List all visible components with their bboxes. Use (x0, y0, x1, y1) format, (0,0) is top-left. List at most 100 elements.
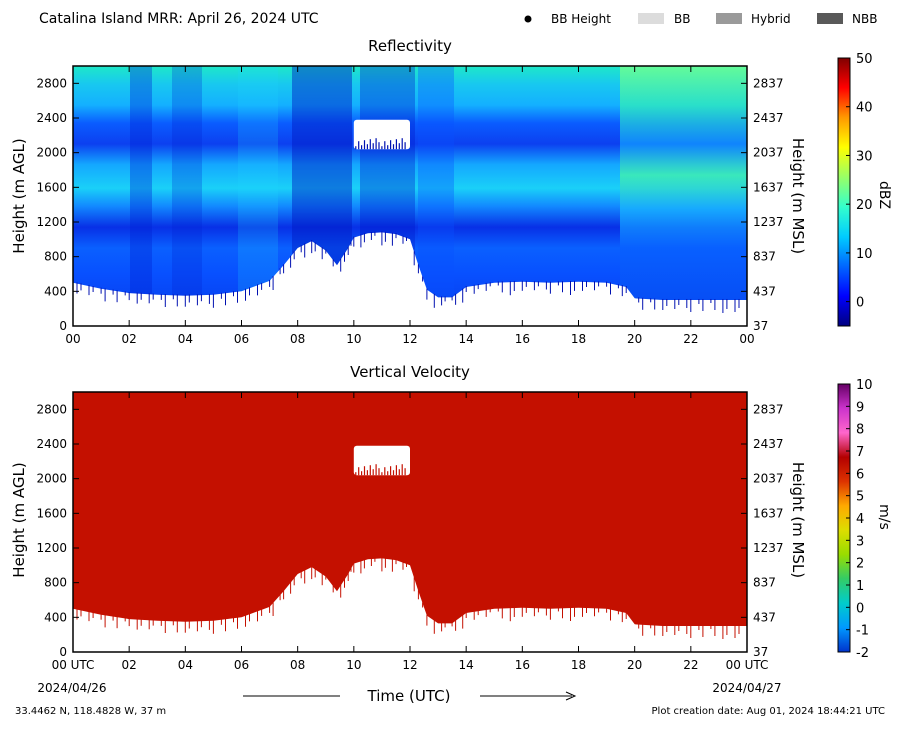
y-tick-label: 0 (59, 645, 67, 659)
velocity-colorbar-label: m/s (876, 504, 892, 530)
x-tick-label: 22 (683, 332, 698, 346)
y-tick-label-right: 437 (753, 284, 776, 298)
velocity-y-axis-right: 37 437 837 1237 1637 2037 2437 2837 (741, 402, 784, 659)
plot-creation-date: Plot creation date: Aug 01, 2024 18:44:2… (652, 706, 885, 717)
y-tick-label: 2400 (36, 111, 67, 125)
y-tick-label-right: 1237 (753, 215, 784, 229)
x-tick-label: 12 (402, 658, 417, 672)
colorbar-tick-label: 1 (856, 579, 864, 594)
bb-height-marker (524, 15, 532, 23)
x-tick-label: 06 (234, 332, 249, 346)
legend-nbb: NBB (852, 12, 877, 26)
velocity-colorbar-ticks: -2 -1 0 1 2 3 4 5 6 7 8 9 10 (846, 378, 873, 661)
colorbar-tick-label: -1 (856, 624, 869, 639)
x-tick-label: 00 (65, 332, 80, 346)
hybrid-swatch (716, 13, 742, 24)
x-tick-label: 10 (346, 658, 361, 672)
no-echo-region (73, 558, 747, 652)
reflectivity-colorbar-label: dBZ (876, 181, 892, 209)
y-tick-label-right: 1637 (753, 180, 784, 194)
y-tick-label-right: 837 (753, 250, 776, 264)
y-tick-label-right: 2037 (753, 472, 784, 486)
x-tick-label: 08 (290, 332, 305, 346)
y-tick-label: 2800 (36, 76, 67, 90)
y-tick-label-right: 2837 (753, 76, 784, 90)
reflectivity-y-axis-right: 37 437 837 1237 1637 2037 2437 2837 (741, 76, 784, 333)
x-tick-label: 00 UTC (52, 658, 95, 672)
no-echo-region (73, 232, 747, 326)
colorbar-tick-label: 10 (856, 247, 873, 262)
y-tick-label-right: 1637 (753, 506, 784, 520)
colorbar-tick-label: 40 (856, 101, 873, 116)
colorbar-tick-label: 10 (856, 378, 873, 393)
arrow-head-icon (565, 691, 577, 701)
reflectivity-band (130, 66, 152, 326)
colorbar-tick-label: 6 (856, 467, 864, 482)
colorbar-tick-label: 30 (856, 149, 873, 164)
y-tick-label-right: 2837 (753, 402, 784, 416)
y-tick-label-right: 2037 (753, 146, 784, 160)
bb-swatch (638, 13, 664, 24)
velocity-title: Vertical Velocity (350, 363, 470, 381)
y-tick-label-right: 1237 (753, 541, 784, 555)
reflectivity-colorbar (837, 57, 851, 327)
velocity-clear-air (73, 445, 747, 652)
y-tick-label-right: 2437 (753, 437, 784, 451)
x-tick-label: 20 (627, 658, 642, 672)
y-tick-label-right: 2437 (753, 111, 784, 125)
velocity-ylabel-right: Height (m MSL) (789, 462, 807, 578)
y-tick-label: 800 (44, 576, 67, 590)
reflectivity-y-axis: 0 400 800 1200 1600 2000 2400 2800 (36, 76, 79, 333)
reflectivity-title: Reflectivity (368, 37, 452, 55)
x-tick-label: 04 (178, 332, 193, 346)
y-tick-label: 2400 (36, 437, 67, 451)
echo-gap (353, 119, 410, 150)
reflectivity-ylabel: Height (m AGL) (10, 138, 28, 253)
colorbar-tick-label: 8 (856, 423, 864, 438)
legend-hybrid: Hybrid (751, 12, 791, 26)
reflectivity-x-axis: 00 02 04 06 08 10 12 14 16 18 20 22 00 (65, 66, 755, 346)
y-tick-label-right: 437 (753, 610, 776, 624)
end-date: 2024/04/27 (712, 681, 781, 695)
colorbar-tick-label: -2 (856, 646, 869, 661)
x-tick-label: 08 (290, 658, 305, 672)
y-tick-label-right: 37 (753, 319, 768, 333)
velocity-panel: Vertical Velocity 0400800120016002000240… (10, 363, 892, 672)
figure-legend: BB Height BB Hybrid NBB (524, 12, 877, 26)
reflectivity-late-field (620, 66, 747, 326)
colorbar-tick-label: 5 (856, 490, 864, 505)
legend-bb: BB (674, 12, 690, 26)
legend-bb-height: BB Height (551, 12, 611, 26)
colorbar-tick-label: 3 (856, 534, 864, 549)
y-tick-label: 2000 (36, 146, 67, 160)
x-tick-label: 14 (459, 332, 474, 346)
x-tick-label: 04 (178, 658, 193, 672)
y-tick-label: 2000 (36, 472, 67, 486)
x-tick-label: 02 (122, 332, 137, 346)
y-tick-label: 800 (44, 250, 67, 264)
colorbar-tick-label: 9 (856, 400, 864, 415)
echo-gap (353, 445, 410, 476)
y-tick-label: 1200 (36, 215, 67, 229)
x-tick-label: 18 (571, 658, 586, 672)
x-tick-label: 14 (459, 658, 474, 672)
colorbar-tick-label: 2 (856, 557, 864, 572)
x-tick-label: 06 (234, 658, 249, 672)
velocity-ylabel: Height (m AGL) (10, 462, 28, 577)
station-coordinates: 33.4462 N, 118.4828 W, 37 m (15, 706, 166, 717)
time-axis-label: Time (UTC) (367, 687, 451, 705)
reflectivity-ylabel-right: Height (m MSL) (789, 138, 807, 254)
y-tick-label: 1600 (36, 180, 67, 194)
colorbar-tick-label: 4 (856, 512, 864, 527)
x-tick-label: 20 (627, 332, 642, 346)
nbb-swatch (817, 13, 843, 24)
x-tick-label: 16 (515, 658, 530, 672)
velocity-y-axis: 0 400 800 1200 1600 2000 2400 2800 (36, 402, 79, 659)
x-tick-label: 02 (122, 658, 137, 672)
x-tick-label: 10 (346, 332, 361, 346)
y-tick-label: 400 (44, 284, 67, 298)
x-tick-label: 16 (515, 332, 530, 346)
colorbar-tick-label: 50 (856, 52, 873, 67)
colorbar-tick-label: 7 (856, 445, 864, 460)
y-tick-label-right: 37 (753, 645, 768, 659)
